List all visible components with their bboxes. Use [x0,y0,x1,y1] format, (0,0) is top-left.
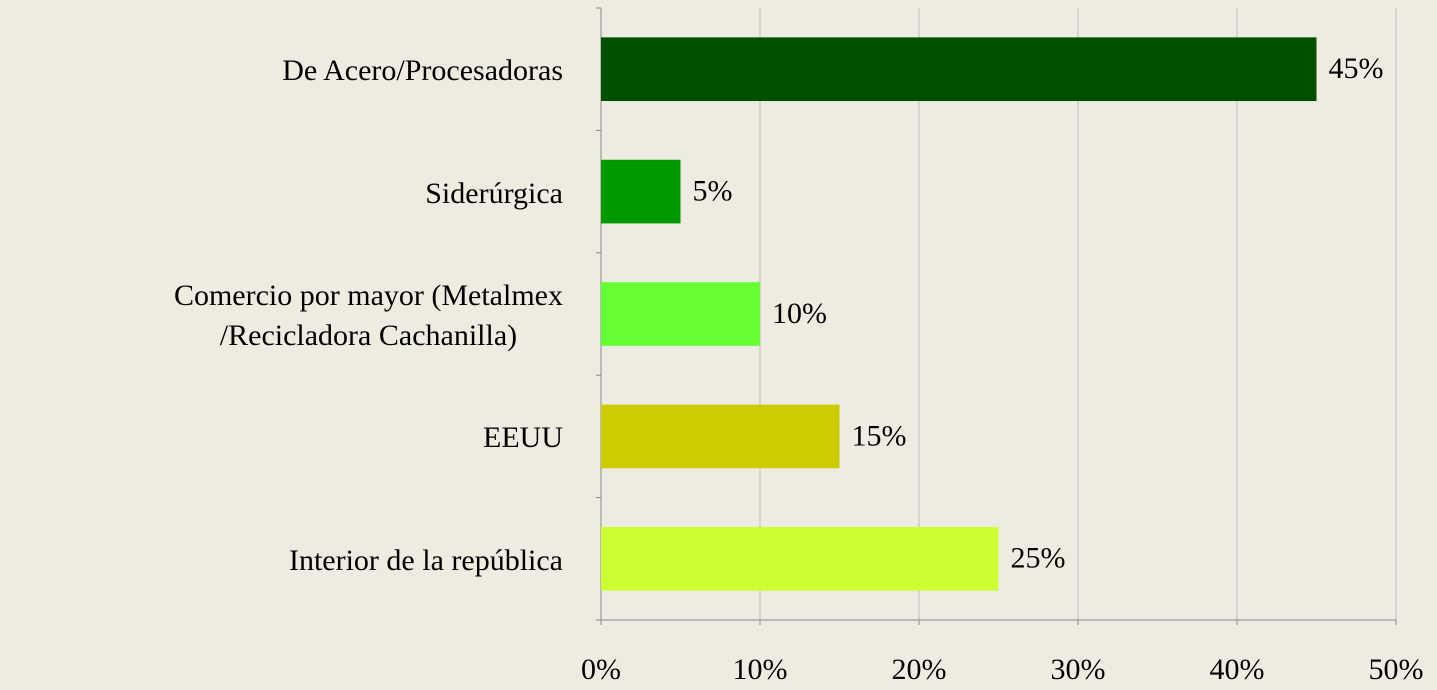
data-label: 5% [693,174,733,207]
x-tick-label: 20% [892,653,947,686]
bar [601,159,681,224]
x-tick-label: 40% [1210,653,1265,686]
y-tick-label: EEUU [483,421,563,455]
y-tick-label: De Acero/Procesadoras [282,54,563,88]
bar [601,37,1317,102]
data-label: 45% [1329,52,1384,85]
x-tick-label: 10% [733,653,788,686]
bar [601,404,840,469]
x-tick-label: 30% [1051,653,1106,686]
bar [601,282,760,346]
data-label: 25% [1011,542,1066,575]
y-tick-label: Interior de la república [288,543,563,577]
y-tick-label: Comercio por mayor (Metalmex /Reciclador… [173,279,563,352]
x-tick-label: 50% [1369,653,1424,686]
data-label: 15% [852,419,907,452]
x-tick-label: 0% [581,653,621,686]
y-tick-label: Siderúrgica [425,176,563,210]
bar [601,526,999,591]
data-label: 10% [772,297,827,330]
